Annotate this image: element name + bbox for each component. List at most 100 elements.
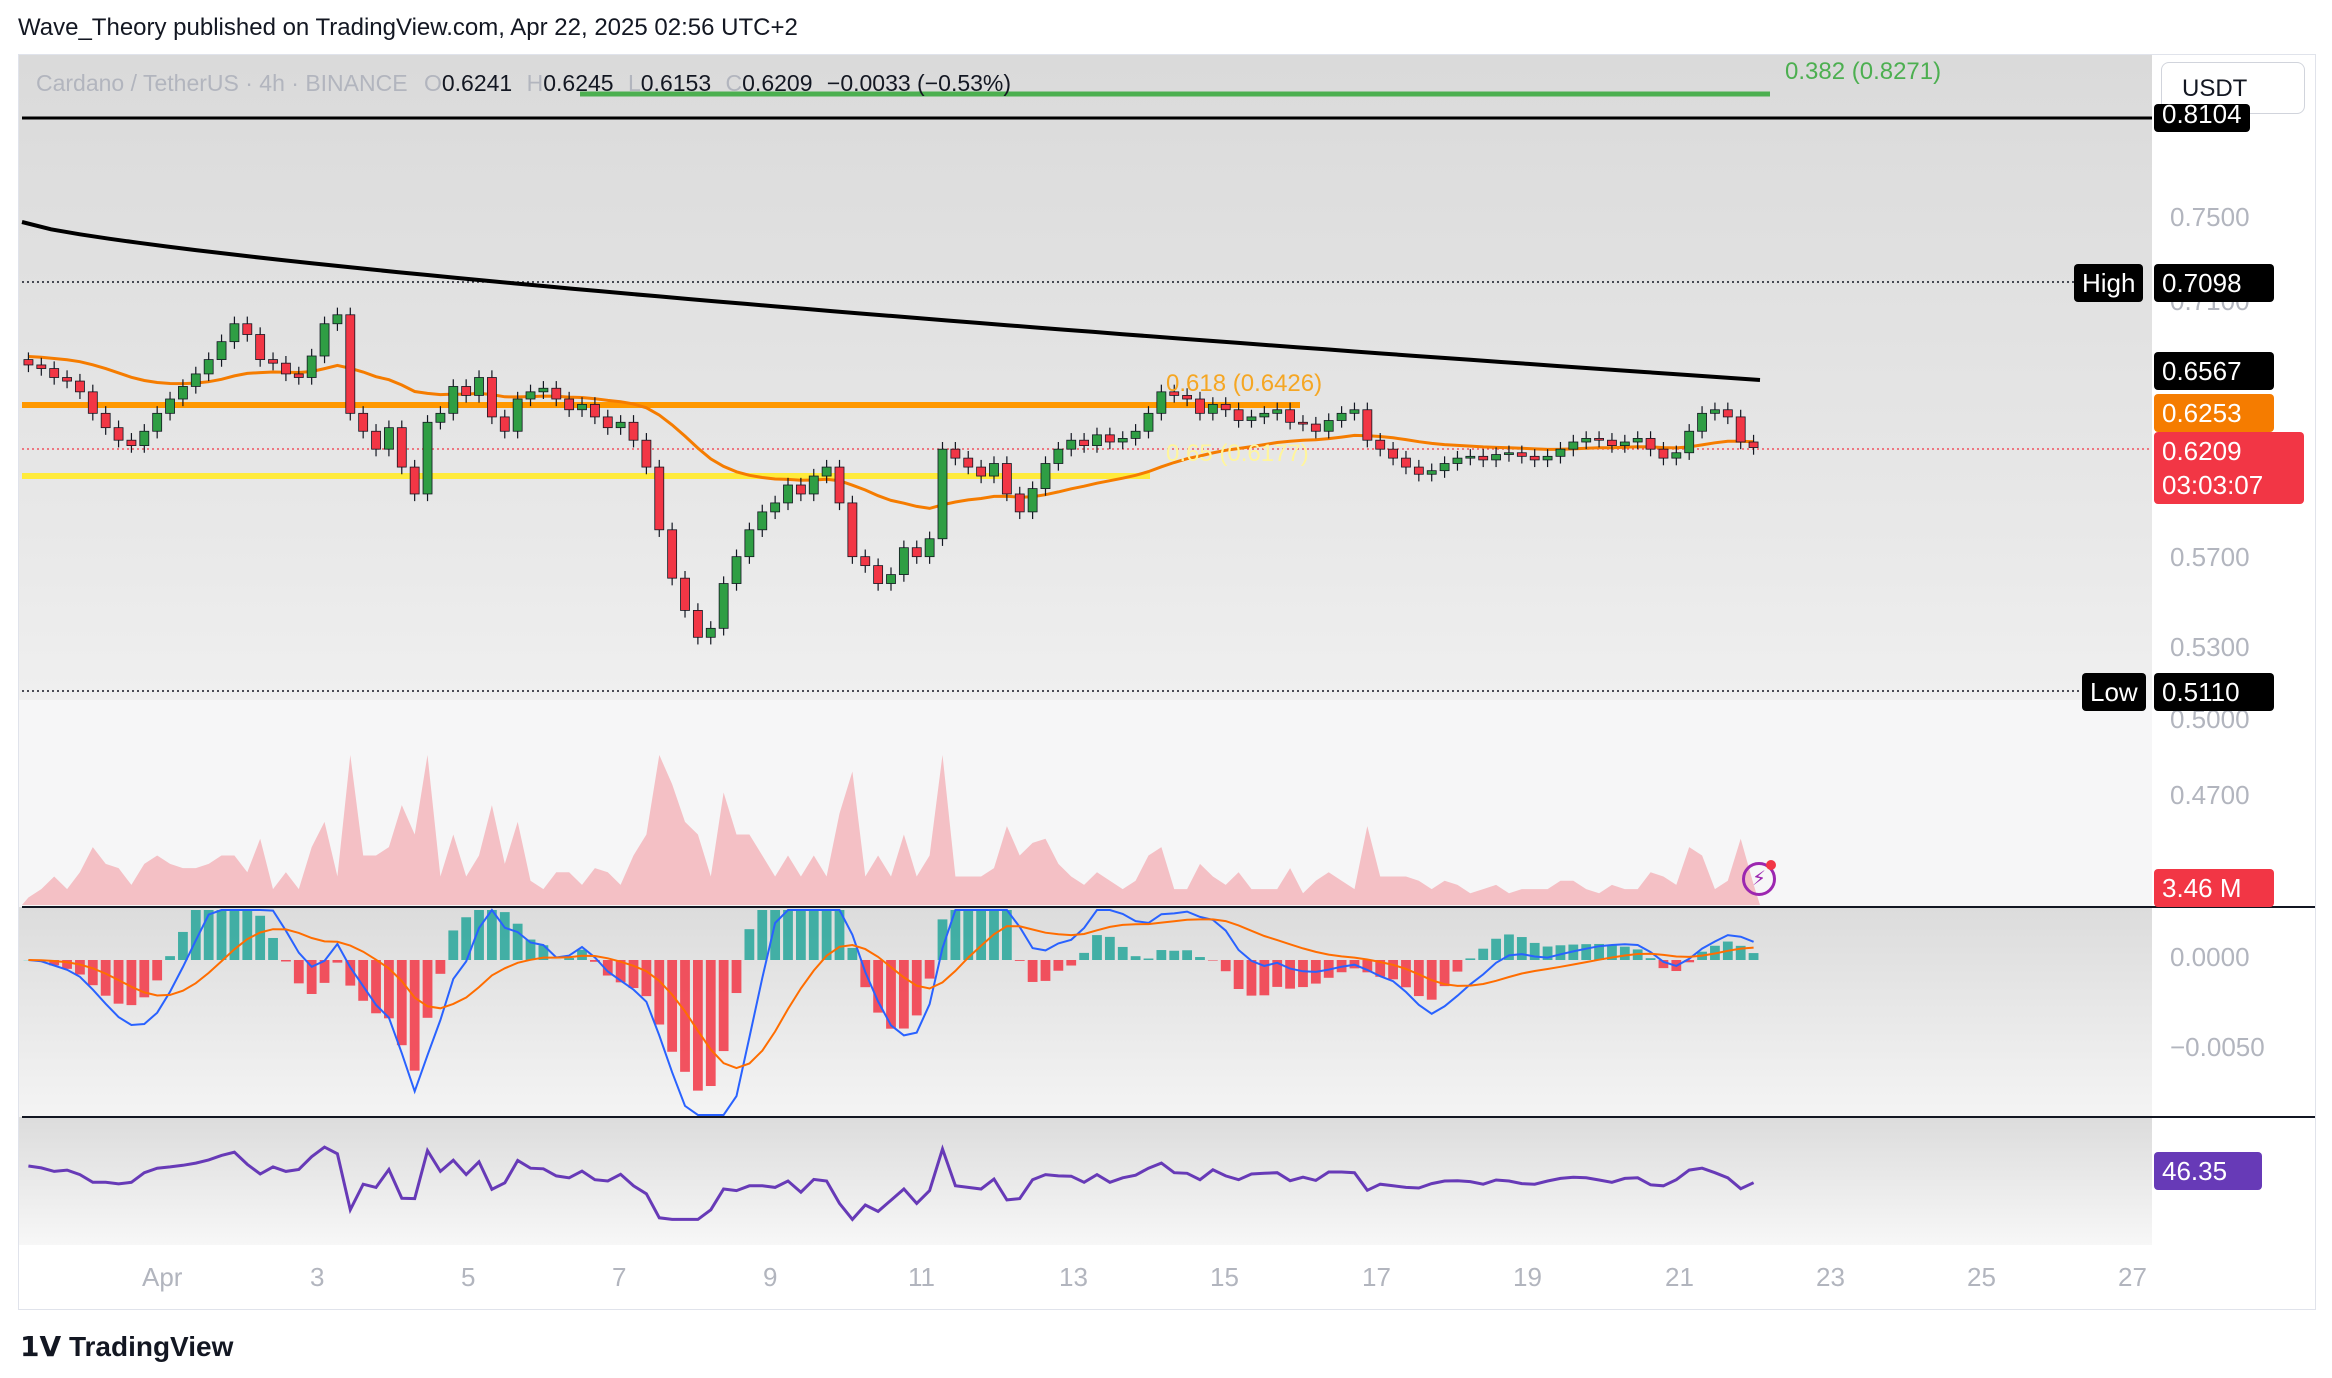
- macd-histogram-bar: [216, 910, 227, 960]
- macd-histogram-bar: [1491, 938, 1501, 960]
- candle-body: [1375, 439, 1386, 450]
- notification-dot: [1766, 860, 1776, 870]
- candle-body: [1130, 430, 1141, 439]
- high-price-tag: 0.7098: [2154, 264, 2274, 302]
- macd-histogram-bar: [1581, 944, 1592, 960]
- candle-body: [1272, 409, 1283, 414]
- date-axis-label: 23: [1816, 1262, 1845, 1292]
- macd-histogram-bar: [1516, 937, 1527, 960]
- candle-body: [1388, 448, 1398, 459]
- macd-histogram-bar: [178, 931, 188, 960]
- macd-histogram-bar: [1285, 960, 1295, 989]
- macd-histogram-bar: [1645, 958, 1656, 960]
- candle-body: [1748, 441, 1759, 448]
- macd-histogram-bar: [255, 915, 266, 960]
- date-axis-label: 27: [2118, 1262, 2147, 1292]
- macd-histogram-bar: [692, 960, 703, 1091]
- macd-histogram-bar: [1607, 945, 1617, 960]
- candle-body: [667, 529, 678, 579]
- candle-body: [1104, 434, 1115, 443]
- candle-body: [1040, 463, 1051, 489]
- candle-body: [306, 355, 317, 378]
- macd-histogram-bar: [1066, 960, 1077, 966]
- macd-histogram-bar: [1130, 956, 1141, 960]
- macd-histogram-bar: [1272, 960, 1283, 987]
- price-axis-label: 0.7500: [2170, 202, 2250, 232]
- macd-histogram-bar: [950, 910, 961, 960]
- candle-body: [203, 359, 214, 375]
- macd-histogram-bar: [1259, 960, 1270, 996]
- flash-icon[interactable]: ⚡: [1742, 862, 1776, 896]
- macd-histogram-bar: [1195, 957, 1205, 960]
- low-value: 0.6153: [640, 70, 712, 96]
- macd-histogram-bar: [590, 960, 600, 962]
- macd-histogram-bar: [499, 912, 510, 960]
- candle-body: [654, 466, 665, 531]
- fib-0618-label: 0.618 (0.6426): [1166, 370, 1323, 397]
- macd-histogram-bar: [937, 919, 948, 960]
- macd-histogram-bar: [680, 960, 690, 1072]
- macd-histogram-bar: [319, 960, 330, 983]
- candle-body: [1362, 409, 1373, 441]
- candle-body: [1014, 493, 1025, 513]
- macd-histogram-bar: [963, 910, 974, 960]
- candle-body: [1658, 448, 1669, 459]
- macd-histogram-bar: [62, 960, 72, 969]
- candle-body: [409, 466, 420, 495]
- macd-histogram-bar: [203, 910, 214, 960]
- candle-body: [100, 412, 111, 429]
- macd-histogram-bar: [1478, 948, 1489, 960]
- macd-histogram-bar: [1117, 946, 1128, 960]
- last-price-tag: 0.6209 03:03:07: [2154, 432, 2304, 504]
- candle-body: [1143, 412, 1154, 432]
- publication-credit: Wave_Theory published on TradingView.com…: [18, 14, 798, 41]
- tradingview-logo[interactable]: 𝟭𝗩 TradingView: [20, 1330, 233, 1363]
- candle-body: [1092, 434, 1102, 446]
- candle-body: [1233, 409, 1244, 421]
- macd-histogram-bar: [371, 960, 381, 1014]
- date-axis-label: 25: [1967, 1262, 1996, 1292]
- candle-body: [705, 627, 716, 638]
- candle-body: [718, 583, 729, 629]
- candle-body: [989, 463, 999, 477]
- candle-body: [795, 484, 806, 495]
- tv-logo-icon: 𝟭𝗩: [20, 1331, 69, 1362]
- candle-body: [293, 373, 304, 378]
- candle-body: [1452, 457, 1463, 464]
- date-axis-label: 9: [763, 1262, 778, 1292]
- candle-body: [924, 538, 935, 558]
- macd-histogram-bar: [293, 960, 304, 984]
- candle-body: [139, 430, 150, 446]
- macd-histogram-bar: [770, 910, 781, 960]
- candle-body: [1298, 421, 1308, 425]
- candle-body: [886, 574, 896, 584]
- candle-body: [1645, 438, 1656, 450]
- candle-body: [358, 412, 369, 432]
- candle-body: [242, 323, 253, 335]
- candle-body: [1504, 452, 1514, 455]
- macd-histogram-bar: [718, 960, 729, 1052]
- candle-body: [1079, 439, 1090, 446]
- macd-histogram-bar: [1169, 950, 1180, 960]
- macd-histogram-bar: [1684, 960, 1695, 963]
- candle-body: [1027, 488, 1038, 513]
- date-axis-label: 17: [1362, 1262, 1391, 1292]
- close-label: C: [725, 70, 743, 96]
- candle-body: [1285, 409, 1296, 423]
- macd-histogram-bar: [49, 960, 60, 966]
- macd-histogram-bar: [1439, 960, 1450, 987]
- candle-body: [1529, 455, 1540, 461]
- macd-histogram-bar: [396, 960, 407, 1046]
- candle-body: [1491, 454, 1501, 461]
- candle-body: [1735, 416, 1746, 443]
- macd-histogram-bar: [808, 910, 819, 960]
- price-axis-label: 0.4700: [2170, 780, 2250, 810]
- candle-body: [62, 377, 72, 382]
- fib-065-label: 0.65 (0.6177): [1166, 440, 1309, 467]
- candle-body: [216, 341, 227, 360]
- candle-body: [49, 368, 60, 378]
- countdown-value: 03:03:07: [2162, 470, 2264, 500]
- candle-body: [178, 386, 188, 400]
- candle-body: [1697, 412, 1707, 432]
